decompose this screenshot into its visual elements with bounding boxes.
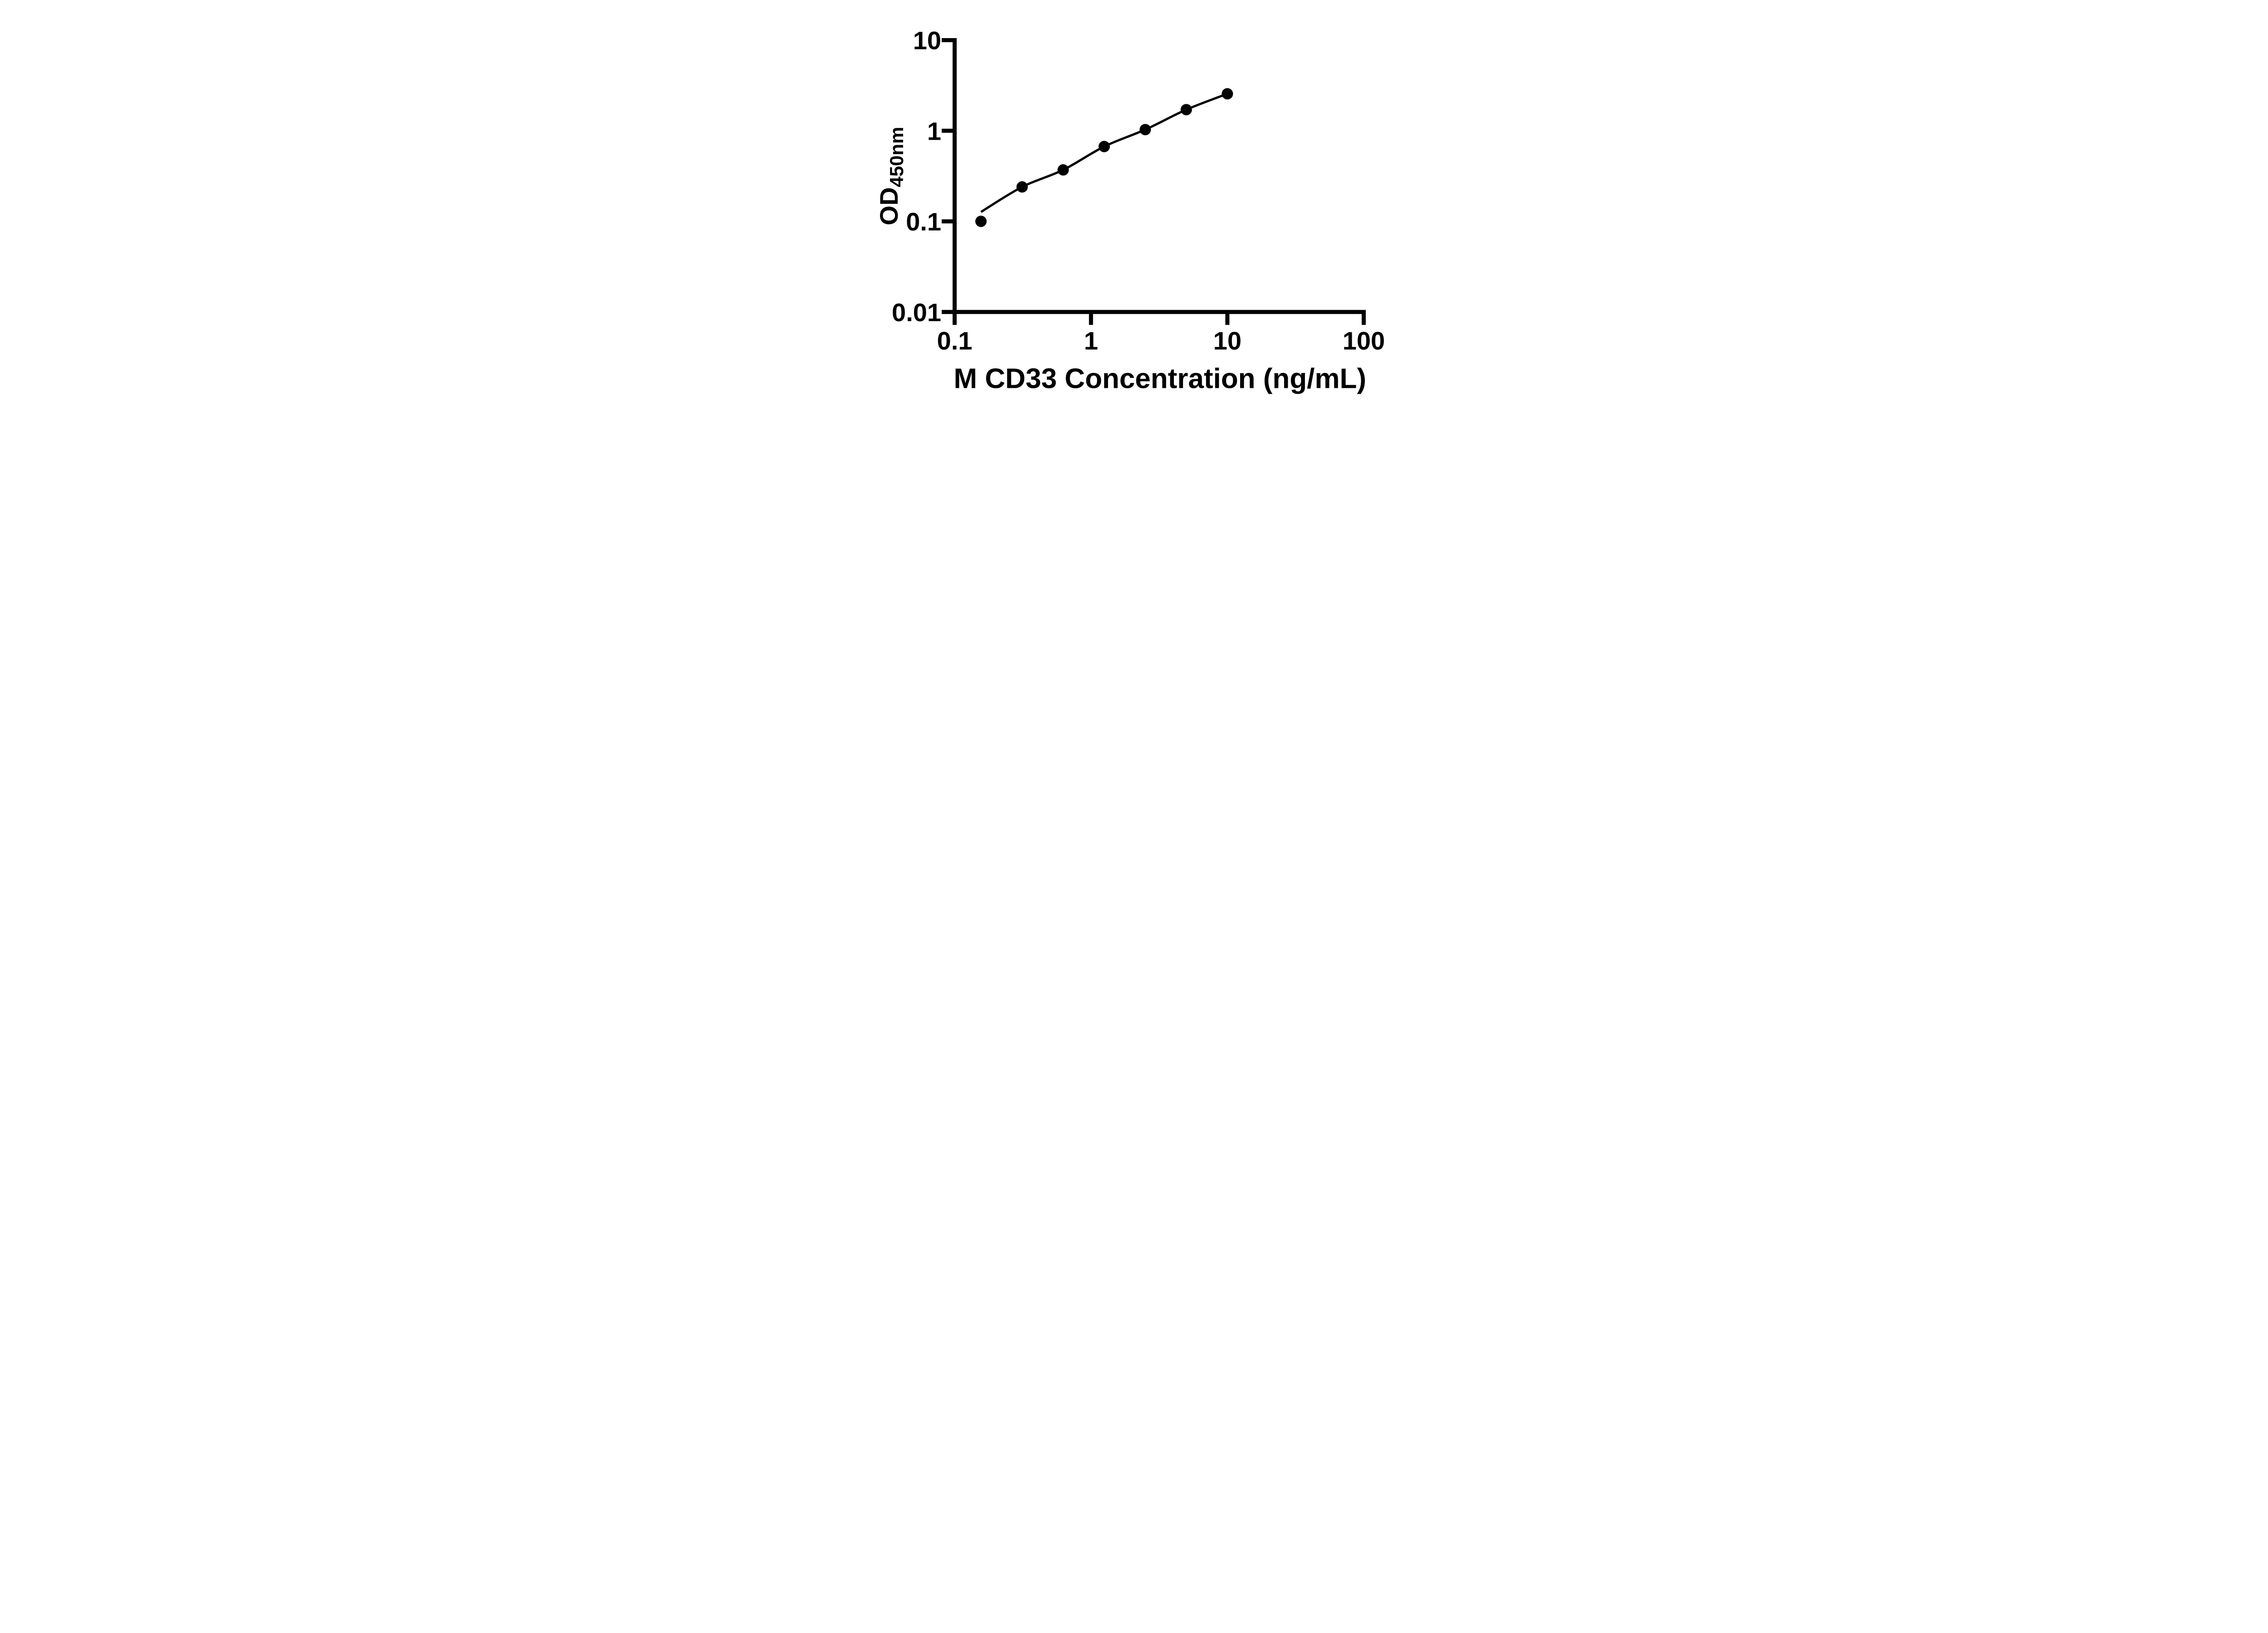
y-tick-label-10: 10 xyxy=(913,26,941,55)
data-point-1 xyxy=(975,215,987,227)
x-tick-label-0.1: 0.1 xyxy=(937,326,973,355)
x-axis-title: M CD33 Concentration (ng/mL) xyxy=(953,363,1366,394)
x-tick-label-1: 1 xyxy=(1084,326,1098,355)
data-point-7 xyxy=(1222,88,1233,100)
data-point-4 xyxy=(1098,141,1110,152)
standard-curve-chart: 0.1 1 10 100 10 1 0.1 0.01 M CD33 Concen… xyxy=(842,0,1426,408)
y-tick-label-0.1: 0.1 xyxy=(906,207,941,236)
x-tick-label-100: 100 xyxy=(1343,326,1385,355)
y-axis-title-main: OD xyxy=(875,187,903,225)
y-tick-label-1: 1 xyxy=(927,117,941,145)
chart-canvas: 0.1 1 10 100 10 1 0.1 0.01 M CD33 Concen… xyxy=(875,26,1385,395)
data-point-3 xyxy=(1057,164,1069,176)
y-tick-label-0.01: 0.01 xyxy=(892,298,941,327)
x-tick-label-10: 10 xyxy=(1213,326,1242,355)
data-point-5 xyxy=(1139,124,1151,136)
y-axis-title-subscript: 450nm xyxy=(886,127,907,187)
data-point-2 xyxy=(1016,181,1028,193)
data-point-6 xyxy=(1180,104,1192,116)
y-axis-title: OD450nm xyxy=(875,127,907,225)
